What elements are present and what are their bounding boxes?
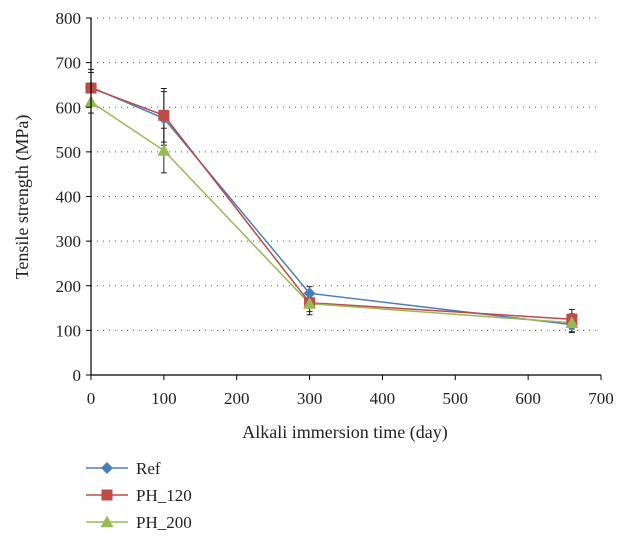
series-markers [84,81,579,331]
y-tick-label-400: 400 [56,188,82,207]
series-line-ph-120 [90,87,572,320]
y-tick-label-0: 0 [73,366,82,385]
y-tick-label-100: 100 [56,321,82,340]
x-tick-label-600: 600 [515,389,541,408]
legend: Ref PH_120 PH_200 [86,459,192,532]
y-tick-label-300: 300 [56,232,82,251]
x-tick-label-500: 500 [443,389,469,408]
x-tick-label-100: 100 [151,389,177,408]
error-bars [88,68,575,334]
tick-labels: 0 100 200 300 400 500 600 700 800 0 100 200 300 400 50… [56,9,614,408]
x-axis-label: Alkali immersion time (day) [242,422,447,443]
series-lines [90,86,572,326]
gridlines [91,17,601,331]
y-tick-label-800: 800 [56,9,82,28]
x-tick-label-0: 0 [87,389,96,408]
axes [86,17,602,380]
legend-label-ph-120: PH_120 [136,486,192,505]
legend-marker-ph-200 [100,515,114,528]
legend-marker-ref [101,462,113,474]
legend-label-ph-200: PH_200 [136,513,192,532]
x-tick-label-400: 400 [370,389,396,408]
x-tick-label-700: 700 [588,389,614,408]
marker-ph-120-1 [158,109,170,121]
marker-ph-200-3 [565,316,579,328]
y-axis-label: Tensile strength (MPa) [12,115,33,280]
y-tick-label-500: 500 [56,143,82,162]
series-line-ref [90,86,572,326]
marker-ref-2 [303,287,316,300]
series-line-ph-200 [90,101,572,324]
y-tick-label-200: 200 [56,277,82,296]
legend-label-ref: Ref [136,459,161,478]
legend-marker-ph-120 [101,489,113,501]
marker-ph-200-1 [157,144,171,156]
x-tick-label-300: 300 [297,389,323,408]
x-tick-label-200: 200 [224,389,250,408]
marker-ph-200-2 [303,297,317,309]
y-tick-label-700: 700 [56,54,82,73]
y-tick-label-600: 600 [56,98,82,117]
